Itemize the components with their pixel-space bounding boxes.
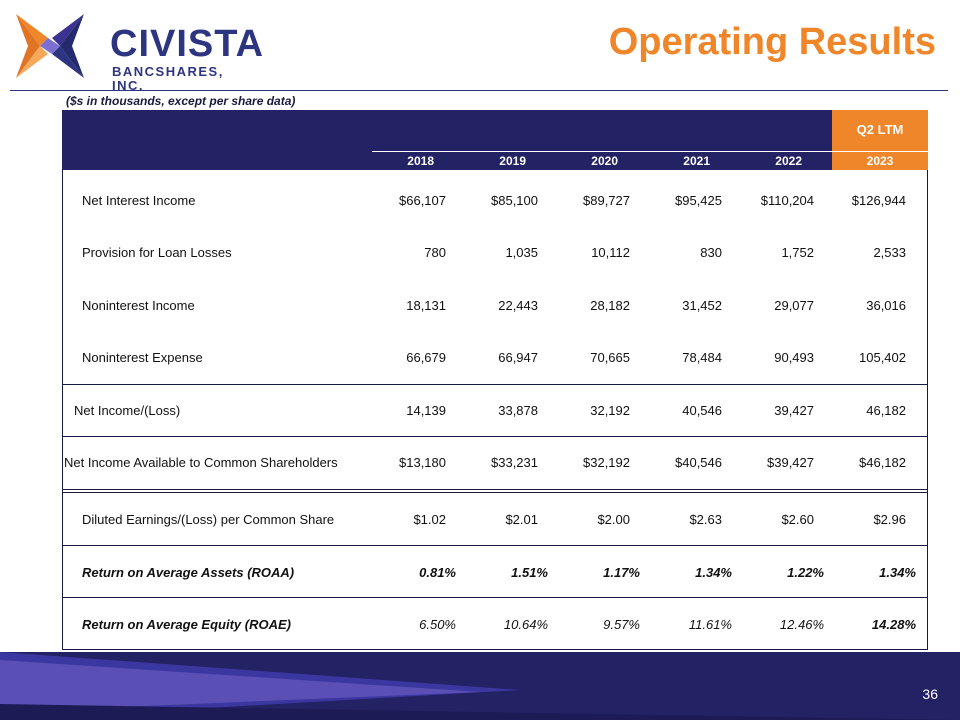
year-2023: 2023 [866, 154, 894, 168]
header-divider [10, 90, 948, 91]
table-cell: $1.02 [413, 512, 446, 527]
table-cell: $66,107 [399, 193, 446, 208]
table-cell: 22,443 [498, 298, 538, 313]
table-cell: 66,947 [498, 350, 538, 365]
table-cell: 830 [700, 245, 722, 260]
table-cell: 39,427 [774, 403, 814, 418]
table-cell: $2.01 [505, 512, 538, 527]
row-label-roae: Return on Average Equity (ROAE) [82, 617, 291, 632]
year-2020: 2020 [591, 154, 618, 168]
table-cell: $126,944 [851, 193, 906, 208]
table-cell: 28,182 [590, 298, 630, 313]
table-cell: 78,484 [682, 350, 722, 365]
table-cell: 10.64% [503, 617, 548, 632]
table-cell: $2.96 [873, 512, 906, 527]
year-2022: 2022 [775, 154, 802, 168]
table-cell: $2.00 [597, 512, 630, 527]
table-cell: 33,878 [498, 403, 538, 418]
table-cell: 31,452 [682, 298, 722, 313]
table-rule [62, 384, 928, 385]
brand-subtitle: BANCSHARES, INC. [112, 64, 224, 93]
table-cell: $95,425 [675, 193, 722, 208]
table-cell: $13,180 [399, 455, 446, 470]
table-cell: $32,192 [583, 455, 630, 470]
table-cell: 11.61% [688, 617, 732, 632]
table-cell: 14,139 [406, 403, 446, 418]
table-cell: 780 [424, 245, 446, 260]
table-cell: 1.34% [879, 565, 916, 580]
table-cell: $39,427 [767, 455, 814, 470]
table-cell: 1.34% [695, 565, 732, 580]
table-rule [62, 545, 928, 546]
table-header [62, 110, 928, 170]
table-body [62, 170, 928, 650]
row-label-net-income: Net Income/(Loss) [74, 403, 181, 418]
row-label-net-income-common: Net Income Available to Common Sharehold… [64, 455, 338, 470]
row-label-net-interest-income: Net Interest Income [82, 193, 196, 208]
table-cell: $110,204 [760, 193, 814, 208]
row-label-noninterest-income: Noninterest Income [82, 298, 195, 313]
table-rule [62, 436, 928, 437]
row-label-roaa: Return on Average Assets (ROAA) [82, 565, 295, 580]
table-cell: 90,493 [774, 350, 814, 365]
units-note: ($s in thousands, except per share data) [66, 94, 296, 108]
year-2019: 2019 [499, 154, 526, 168]
table-cell: 10,112 [591, 245, 630, 260]
footer-band [0, 652, 960, 720]
year-header-rule [372, 151, 832, 152]
table-cell: 1,035 [505, 245, 538, 260]
table-cell: $46,182 [859, 455, 906, 470]
year-2018: 2018 [407, 154, 434, 168]
year-2021: 2021 [683, 154, 710, 168]
table-cell: $2.63 [689, 512, 722, 527]
ltm-header-cell: Q2 LTM 2023 [832, 110, 928, 170]
table-cell: 105,402 [859, 350, 906, 365]
table-cell: $40,546 [675, 455, 722, 470]
table-cell: 6.50% [419, 617, 456, 632]
table-cell: $2.60 [781, 512, 814, 527]
table-rule [62, 597, 928, 598]
civista-logo: CIVISTA BANCSHARES, INC. [12, 10, 263, 93]
row-label-diluted-eps: Diluted Earnings/(Loss) per Common Share [82, 512, 335, 527]
ltm-rule [832, 151, 928, 152]
table-cell: $33,231 [491, 455, 538, 470]
table-cell: 18,131 [406, 298, 446, 313]
table-rule [62, 489, 928, 490]
table-cell: $89,727 [583, 193, 630, 208]
ltm-label: Q2 LTM [856, 122, 904, 137]
table-rule [62, 492, 928, 493]
table-cell: 1.22% [787, 565, 824, 580]
table-cell: 40,546 [682, 403, 722, 418]
table-cell: 32,192 [590, 403, 630, 418]
table-cell: 66,679 [406, 350, 446, 365]
page-number: 36 [922, 686, 938, 702]
table-cell: 0.81% [419, 565, 456, 580]
table-cell: 9.57% [603, 617, 640, 632]
table-cell: 29,077 [774, 298, 814, 313]
table-cell: 46,182 [866, 403, 906, 418]
table-cell: 1,752 [781, 245, 814, 260]
table-cell: 12.46% [779, 617, 824, 632]
brand-name: CIVISTA [110, 23, 265, 65]
table-cell: 70,665 [590, 350, 630, 365]
page-title: Operating Results [608, 21, 936, 63]
table-cell: $85,100 [491, 193, 538, 208]
row-label-provision-loan-losses: Provision for Loan Losses [82, 245, 232, 260]
civista-star-icon [16, 14, 84, 78]
table-cell: 36,016 [866, 298, 906, 313]
row-label-noninterest-expense: Noninterest Expense [82, 350, 203, 365]
table-cell: 14.28% [871, 617, 916, 632]
table-cell: 1.51% [511, 565, 548, 580]
table-cell: 2,533 [873, 245, 906, 260]
table-cell: 1.17% [603, 565, 640, 580]
